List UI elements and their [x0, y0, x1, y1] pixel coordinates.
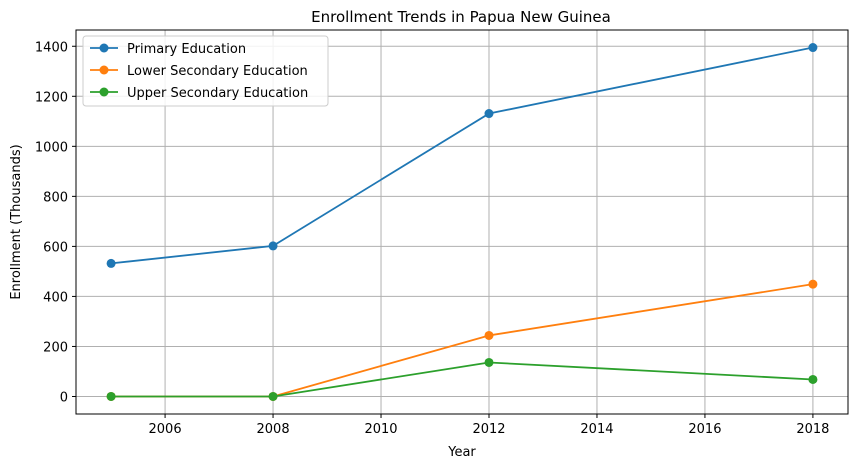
series-line-primary-education [110, 46, 814, 265]
x-tick-label: 2014 [580, 422, 613, 437]
data-point-lower-secondary-education [808, 279, 818, 289]
legend-swatch-marker [99, 87, 109, 97]
legend-item-lower-secondary-education: Lower Secondary Education [90, 64, 308, 79]
y-tick-label: 400 [43, 290, 68, 305]
x-tick-label: 2012 [472, 422, 505, 437]
y-tick-label: 1400 [35, 40, 68, 55]
legend-item-upper-secondary-education: Upper Secondary Education [90, 86, 308, 101]
x-tick-label: 2008 [257, 422, 290, 437]
data-point-lower-secondary-education [484, 330, 494, 340]
legend-swatch-marker [99, 43, 109, 53]
data-point-primary-education [106, 258, 116, 268]
data-point-upper-secondary-education [808, 374, 818, 384]
y-tick-label: 1000 [35, 140, 68, 155]
legend-label: Lower Secondary Education [127, 64, 308, 79]
x-tick-label: 2006 [149, 422, 182, 437]
series-line-upper-secondary-education [111, 361, 813, 398]
legend-item-primary-education: Primary Education [90, 42, 246, 57]
legend-label: Upper Secondary Education [127, 86, 308, 101]
data-point-upper-secondary-education [484, 357, 494, 367]
y-axis-label: Enrollment (Thousands) [9, 144, 24, 299]
legend-swatch-marker [99, 65, 109, 75]
data-point-primary-education [484, 109, 494, 119]
series-layer [106, 43, 818, 401]
y-tick-label: 800 [43, 190, 68, 205]
y-tick-label: 200 [43, 340, 68, 355]
x-tick-label: 2018 [796, 422, 829, 437]
legend-box [82, 35, 329, 107]
x-axis-ticks: 2006 2008 2010 2012 2014 2016 2018 [149, 414, 829, 437]
series-upper-secondary-education [106, 357, 818, 401]
y-tick-label: 600 [43, 240, 68, 255]
data-point-upper-secondary-education [268, 391, 278, 401]
legend-label: Primary Education [127, 42, 246, 57]
chart-title: Enrollment Trends in Papua New Guinea [311, 8, 611, 26]
data-point-primary-education [808, 43, 818, 53]
series-primary-education [106, 43, 818, 268]
data-point-primary-education [268, 241, 278, 251]
y-tick-label: 1200 [35, 90, 68, 105]
x-axis-label: Year [447, 445, 476, 460]
data-point-upper-secondary-education [106, 391, 116, 401]
y-tick-label: 0 [60, 390, 68, 405]
x-tick-label: 2010 [364, 422, 397, 437]
y-axis-ticks: 0 200 400 600 800 1000 1200 1400 [35, 40, 76, 405]
x-tick-label: 2016 [688, 422, 721, 437]
plot-frame [75, 29, 849, 415]
legend: Primary Education Lower Secondary Educati… [82, 35, 329, 107]
